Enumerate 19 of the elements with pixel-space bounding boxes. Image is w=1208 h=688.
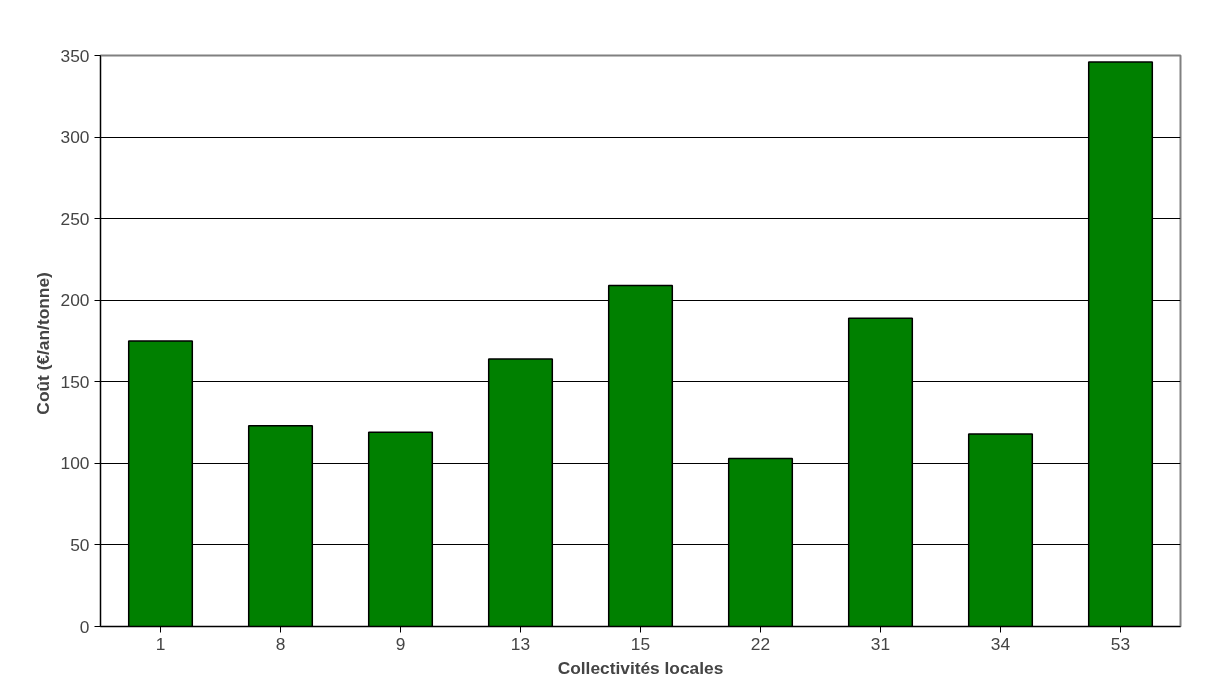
x-tick-label: 15 xyxy=(630,633,651,654)
x-tick-label: 22 xyxy=(750,633,771,654)
y-tick-label: 0 xyxy=(79,616,90,637)
y-tick-label: 200 xyxy=(60,290,90,311)
y-tick-label: 50 xyxy=(70,534,90,555)
x-tick-label: 8 xyxy=(275,633,286,654)
y-tick-label: 300 xyxy=(60,127,90,148)
y-tick-label: 350 xyxy=(60,45,90,66)
y-tick-label: 150 xyxy=(60,371,90,392)
y-tick-label: 250 xyxy=(60,208,90,229)
x-tick-label: 34 xyxy=(990,633,1011,654)
x-tick-label: 13 xyxy=(510,633,531,654)
y-axis-title: Coût (€/an/tonne) xyxy=(32,272,53,415)
x-tick-label: 1 xyxy=(155,633,166,654)
x-tick-label: 31 xyxy=(870,633,891,654)
y-tick-label: 100 xyxy=(60,453,90,474)
x-tick-label: 53 xyxy=(1110,633,1131,654)
x-axis-title: Collectivités locales xyxy=(557,657,724,678)
x-tick-label: 9 xyxy=(395,633,406,654)
